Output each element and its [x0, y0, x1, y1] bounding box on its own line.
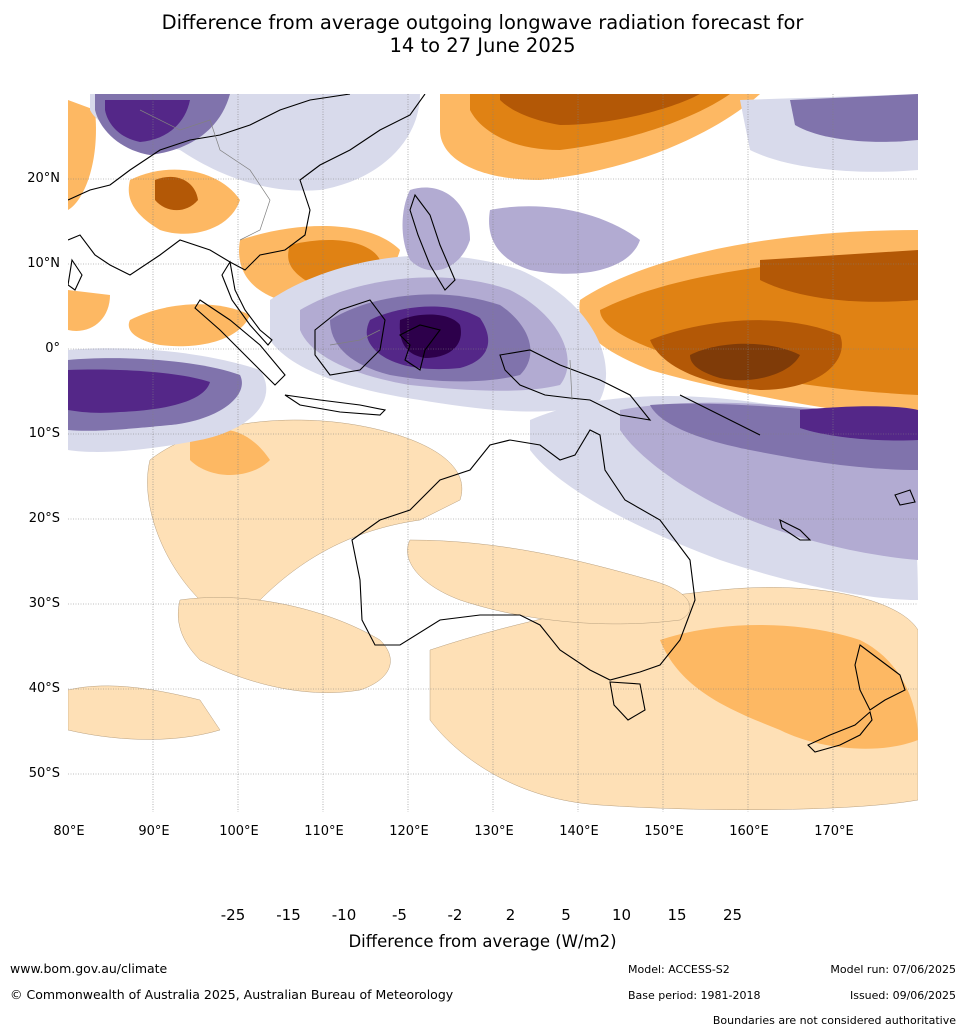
lon-label: 110°E: [304, 824, 344, 839]
new-zealand-north-coastline: [854, 644, 906, 711]
lat-label: 50°S: [28, 766, 60, 781]
malay-peninsula-coastline: [221, 260, 273, 346]
positive-anomaly-10-sw: [190, 429, 270, 475]
lat-label: 20°S: [28, 511, 60, 526]
coastlines: [68, 94, 916, 753]
lat-label: 10°S: [28, 426, 60, 441]
lon-label: 150°E: [644, 824, 684, 839]
lon-label: 170°E: [814, 824, 854, 839]
negative-anomaly-north-15: [105, 100, 190, 142]
issued-text: Issued: 09/06/2025: [849, 989, 956, 1002]
positive-anomaly-region-west: [177, 597, 391, 693]
positive-anomaly-north-east: [760, 250, 918, 302]
lon-label: 80°E: [53, 824, 85, 839]
new-zealand-south-coastline: [807, 710, 873, 753]
base-period-text: Base period: 1981-2018: [628, 989, 761, 1002]
colorbar-tick: 15: [667, 906, 687, 924]
country-boundaries: [139, 109, 573, 401]
lat-label: 20°N: [27, 171, 60, 186]
philippines-coastline: [409, 193, 456, 291]
positive-anomaly-west-edge: [68, 290, 110, 331]
lon-label: 120°E: [389, 824, 429, 839]
fiji-coastline: [894, 489, 916, 506]
colorbar-tick: 10: [611, 906, 632, 924]
sumatra-coastline: [194, 299, 286, 386]
model-run-text: Model run: 07/06/2025: [830, 963, 956, 976]
asia-coastline: [68, 94, 426, 276]
lon-label: 140°E: [559, 824, 599, 839]
colorbar-tick: 5: [561, 906, 571, 924]
colorbar-tick: 25: [722, 906, 743, 924]
colorbar-label: Difference from average (W/m2): [348, 932, 617, 951]
tasmania-coastline: [609, 681, 646, 721]
java-coastline: [284, 394, 387, 416]
lon-label: 160°E: [729, 824, 769, 839]
negative-anomaly-north-west-pacific-10: [790, 94, 918, 142]
copyright-text: © Commonwealth of Australia 2025, Austra…: [10, 987, 454, 1002]
lat-label: 0°: [45, 341, 60, 356]
australia-coastline: [351, 429, 696, 681]
positive-anomaly-region-mid: [407, 539, 691, 625]
anomaly-map: [68, 94, 918, 812]
borneo-coastline: [314, 299, 386, 376]
website-link[interactable]: www.bom.gov.au/climate: [10, 961, 168, 976]
colorbar-tick: -2: [447, 906, 463, 924]
sulawesi-coastline: [399, 324, 441, 371]
positive-anomaly-north-pacific-25: [500, 94, 700, 125]
chart-title-line1: Difference from average outgoing longwav…: [161, 11, 804, 34]
graticule: [68, 94, 918, 812]
negative-anomaly-coral-sea-15: [800, 406, 918, 441]
positive-anomaly-equatorial-pacific-25: [690, 343, 800, 381]
positive-anomaly-indochina-15: [155, 176, 198, 211]
new-caledonia-coastline: [779, 518, 812, 541]
colorbar-tick: -25: [220, 906, 246, 924]
negative-anomaly-indian-ocean-15: [68, 369, 210, 413]
solomon-islands-coastline: [679, 394, 761, 436]
sri-lanka-coastline: [68, 258, 83, 291]
positive-anomaly-region-sw: [68, 685, 221, 740]
new-guinea-coastline: [499, 349, 652, 421]
colorbar-tick: -15: [276, 906, 301, 924]
colorbar-tick: -5: [392, 906, 407, 924]
model-text: Model: ACCESS-S2: [628, 963, 730, 976]
disclaimer-text: Boundaries are not considered authoritat…: [712, 1014, 956, 1027]
positive-anomaly-west-edge-north: [68, 100, 96, 210]
colorbar-tick: -10: [331, 906, 357, 924]
colorbar-tick: 2: [505, 906, 516, 924]
lon-label: 130°E: [474, 824, 514, 839]
negative-anomaly-maritime-continent-25: [399, 314, 461, 358]
negative-anomaly-philippines: [402, 187, 470, 271]
positive-anomaly-10-se: [660, 625, 918, 749]
lat-label: 10°N: [27, 256, 60, 271]
lat-label: 40°S: [28, 681, 60, 696]
lon-label: 90°E: [138, 824, 170, 839]
chart-title-line2: 14 to 27 June 2025: [389, 34, 576, 57]
negative-anomaly-tropical-pacific: [489, 206, 640, 274]
positive-anomaly-andaman: [128, 304, 250, 347]
lon-label: 100°E: [219, 824, 259, 839]
lat-label: 30°S: [28, 596, 60, 611]
